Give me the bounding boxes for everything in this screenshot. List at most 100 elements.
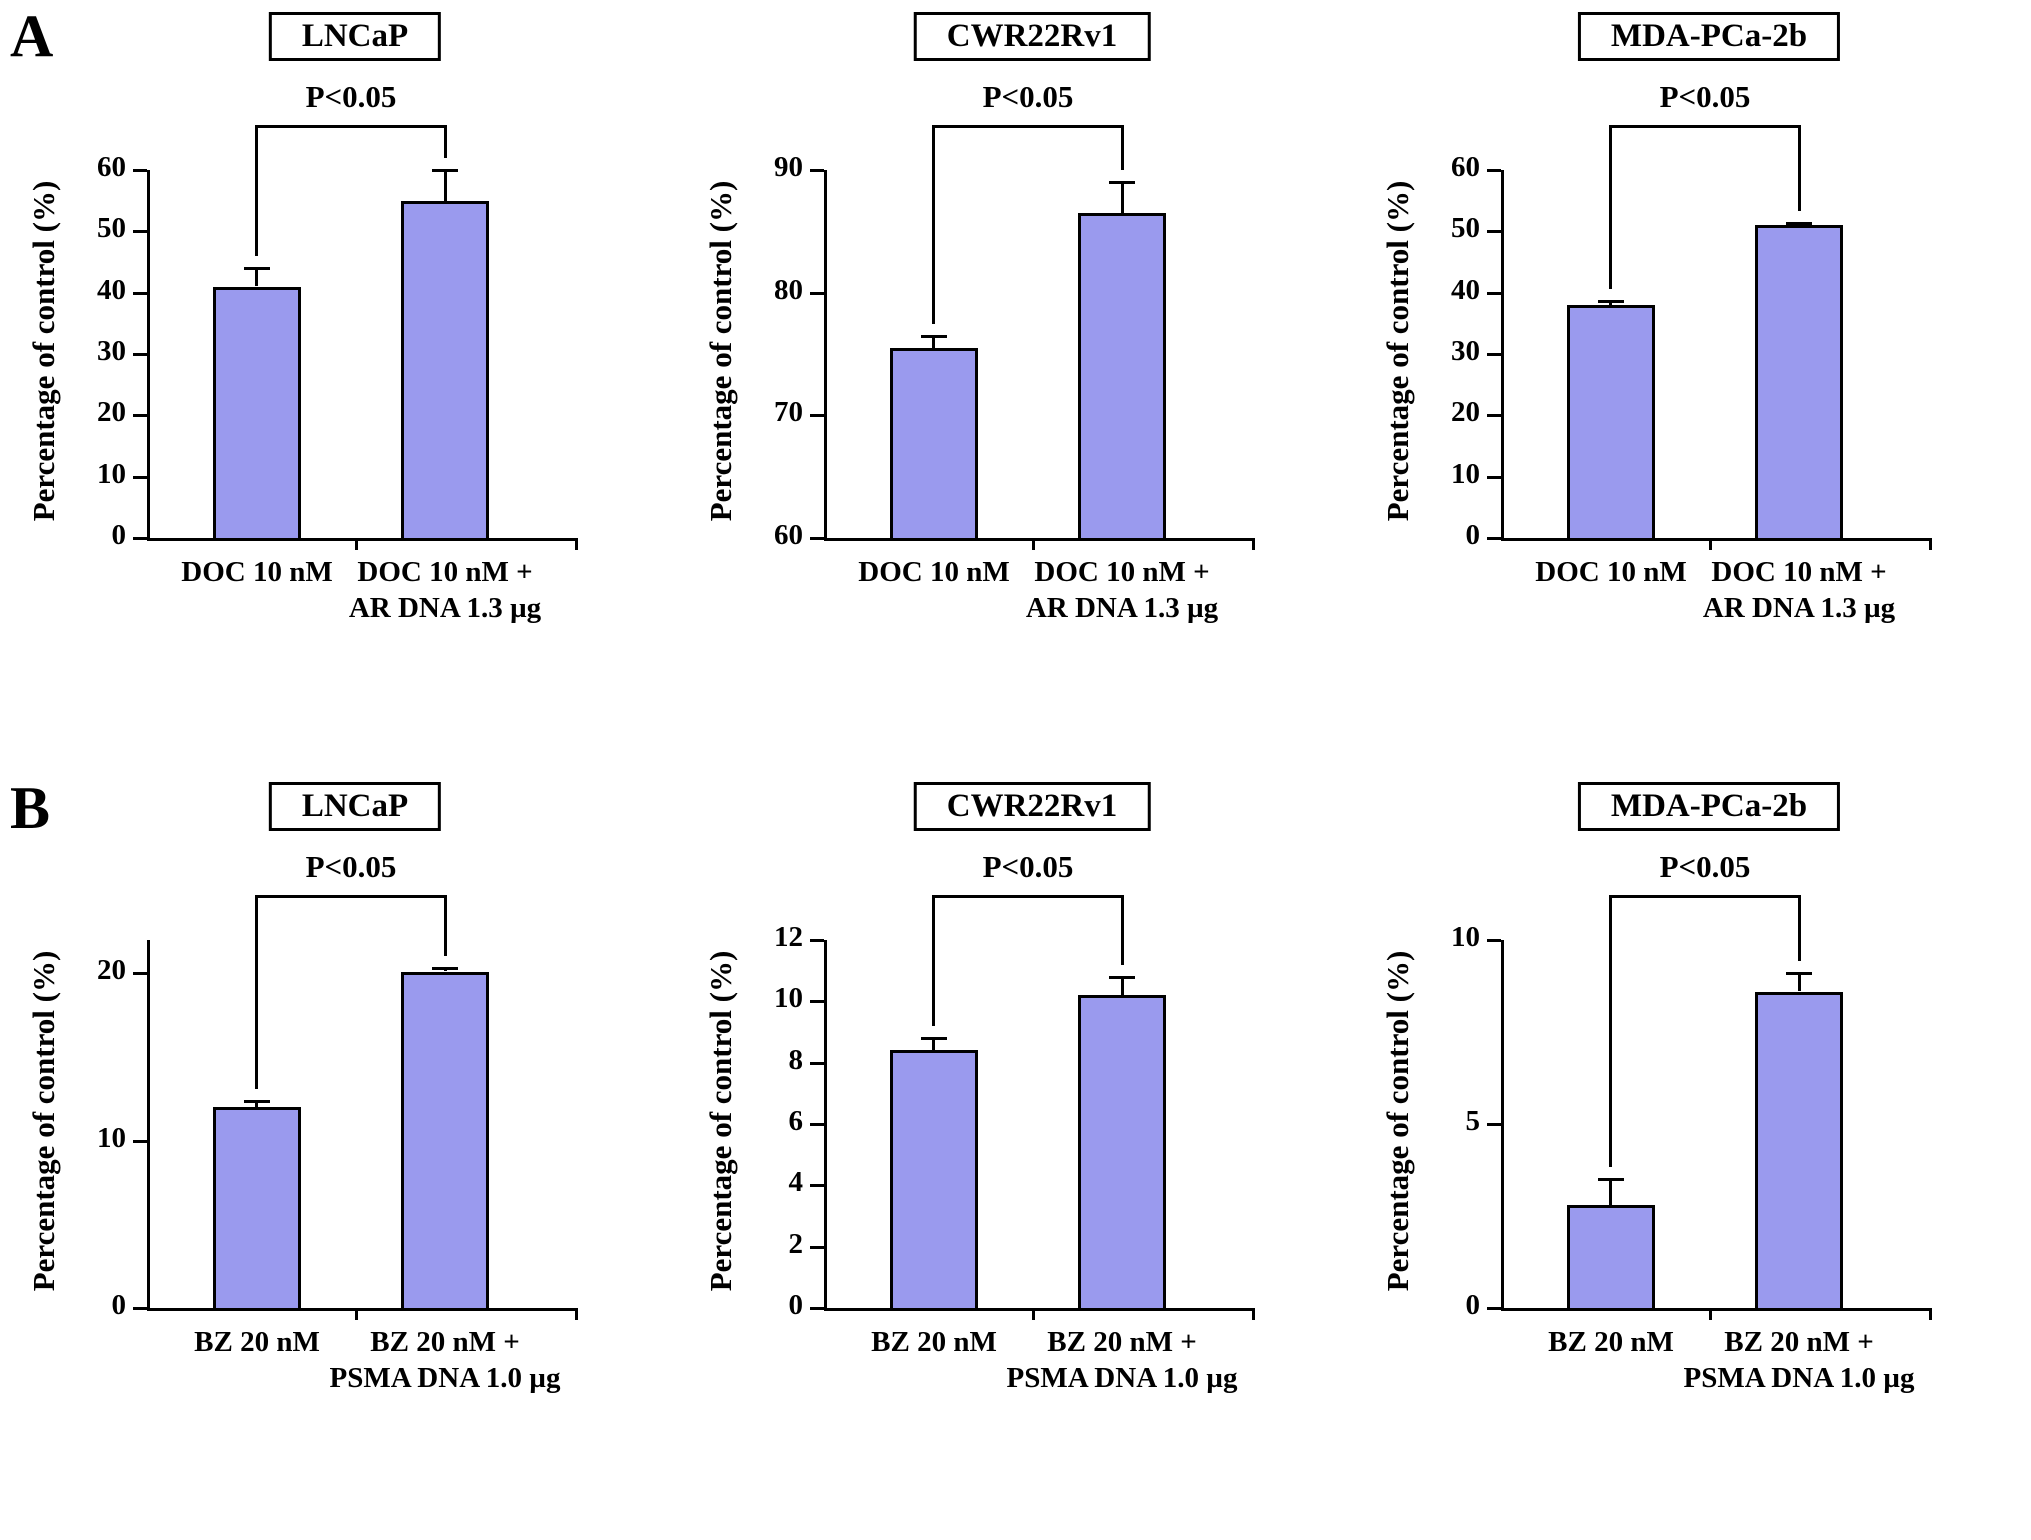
bar xyxy=(1078,995,1166,1308)
y-axis-tick xyxy=(1487,414,1501,417)
y-axis xyxy=(824,170,827,541)
x-axis-tick xyxy=(355,1308,358,1320)
y-axis-tick xyxy=(1487,476,1501,479)
significance-bracket-vertical xyxy=(255,125,258,256)
error-bar-cap xyxy=(921,1037,947,1040)
chart-title: CWR22Rv1 xyxy=(913,782,1151,831)
y-axis-title: Percentage of control (%) xyxy=(703,180,738,522)
bar xyxy=(890,348,978,538)
significance-bracket-vertical xyxy=(444,895,447,956)
x-axis xyxy=(824,538,1255,541)
y-tick-label: 30 xyxy=(1451,335,1480,367)
x-category-label: DOC 10 nM + AR DNA 1.3 µg xyxy=(1702,556,1896,625)
y-axis-tick xyxy=(810,292,824,295)
bar xyxy=(213,287,301,538)
x-axis-tick xyxy=(1929,538,1932,550)
y-axis-tick xyxy=(810,537,824,540)
y-tick-label: 20 xyxy=(97,396,126,428)
y-axis-tick xyxy=(133,292,147,295)
y-axis-tick xyxy=(133,169,147,172)
x-axis xyxy=(147,1308,578,1311)
y-axis-tick xyxy=(133,414,147,417)
x-axis xyxy=(824,1308,1255,1311)
y-axis-tick xyxy=(133,230,147,233)
x-axis-tick xyxy=(1709,1308,1712,1320)
bar xyxy=(213,1107,301,1308)
y-tick-label: 0 xyxy=(788,1289,804,1321)
x-category-label: BZ 20 nM xyxy=(194,1326,320,1358)
chart-title: CWR22Rv1 xyxy=(913,12,1151,61)
significance-bracket-horizontal xyxy=(255,895,447,898)
y-axis-tick xyxy=(133,1140,147,1143)
error-bar-line xyxy=(1121,977,1124,995)
y-tick-label: 80 xyxy=(774,274,803,306)
y-tick-label: 10 xyxy=(97,1122,126,1154)
y-axis-tick xyxy=(810,939,824,942)
x-category-label: DOC 10 nM xyxy=(181,556,333,588)
y-axis-tick xyxy=(810,414,824,417)
error-bar-line xyxy=(1798,973,1801,991)
significance-bracket-vertical xyxy=(932,125,935,324)
y-tick-label: 10 xyxy=(97,458,126,490)
y-axis xyxy=(1501,170,1504,541)
y-axis-tick xyxy=(1487,537,1501,540)
bar xyxy=(401,201,489,538)
error-bar-cap xyxy=(921,335,947,338)
significance-bracket-vertical xyxy=(1609,895,1612,1167)
chart-b-cwr22rv1: CWR22Rv1 0 2 4 6 8 10 12 Percentage of control (… xyxy=(677,770,1354,1540)
y-tick-label: 0 xyxy=(1465,519,1481,551)
significance-bracket-vertical xyxy=(1121,125,1124,170)
x-axis xyxy=(1501,1308,1932,1311)
bar xyxy=(1755,225,1843,538)
bar xyxy=(1567,1205,1655,1308)
y-tick-label: 90 xyxy=(774,151,803,183)
x-category-label: BZ 20 nM + PSMA DNA 1.0 µg xyxy=(329,1326,561,1395)
y-tick-label: 40 xyxy=(97,274,126,306)
x-category-label: DOC 10 nM xyxy=(1535,556,1687,588)
x-axis-tick xyxy=(1032,1308,1035,1320)
error-bar-line xyxy=(932,336,935,348)
x-axis-tick xyxy=(1252,538,1255,550)
bar xyxy=(1755,992,1843,1308)
significance-bracket-vertical xyxy=(1121,895,1124,965)
y-axis-tick xyxy=(1487,292,1501,295)
y-axis xyxy=(1501,940,1504,1311)
x-axis-tick xyxy=(1929,1308,1932,1320)
y-tick-label: 30 xyxy=(97,335,126,367)
y-tick-label: 0 xyxy=(111,1289,127,1321)
y-axis-title: Percentage of control (%) xyxy=(26,950,61,1292)
y-axis-tick xyxy=(810,1307,824,1310)
x-axis-tick xyxy=(575,538,578,550)
error-bar-cap xyxy=(1786,222,1812,225)
significance-label: P<0.05 xyxy=(305,849,397,884)
significance-bracket-horizontal xyxy=(255,125,447,128)
y-axis-tick xyxy=(133,476,147,479)
chart-a-mda-pca-2b: MDA-PCa-2b 0 10 20 30 40 50 60 Percentage of con… xyxy=(1354,0,2031,770)
chart-a-cwr22rv1: CWR22Rv1 60 70 80 90 Percentage of control (%… xyxy=(677,0,1354,770)
y-axis-tick xyxy=(1487,169,1501,172)
significance-bracket-vertical xyxy=(255,895,258,1089)
y-tick-label: 50 xyxy=(1451,212,1480,244)
y-axis-title: Percentage of control (%) xyxy=(1380,950,1415,1292)
significance-label: P<0.05 xyxy=(982,79,1074,114)
significance-label: P<0.05 xyxy=(305,79,397,114)
y-tick-label: 50 xyxy=(97,212,126,244)
y-axis-title: Percentage of control (%) xyxy=(703,950,738,1292)
y-tick-label: 10 xyxy=(774,982,803,1014)
y-tick-label: 20 xyxy=(97,954,126,986)
error-bar-line xyxy=(932,1038,935,1050)
x-category-label: BZ 20 nM xyxy=(871,1326,997,1358)
y-tick-label: 10 xyxy=(1451,921,1480,953)
x-category-label: BZ 20 nM xyxy=(1548,1326,1674,1358)
bar xyxy=(401,972,489,1308)
chart-title: LNCaP xyxy=(268,12,442,61)
error-bar-cap xyxy=(244,1100,270,1103)
significance-bracket-horizontal xyxy=(932,125,1124,128)
chart-title: MDA-PCa-2b xyxy=(1577,12,1841,61)
significance-bracket-vertical xyxy=(1609,125,1612,289)
y-axis-tick xyxy=(810,1184,824,1187)
error-bar-line xyxy=(255,268,258,286)
x-axis-tick xyxy=(355,538,358,550)
y-axis-tick xyxy=(133,972,147,975)
y-axis xyxy=(147,940,150,1311)
